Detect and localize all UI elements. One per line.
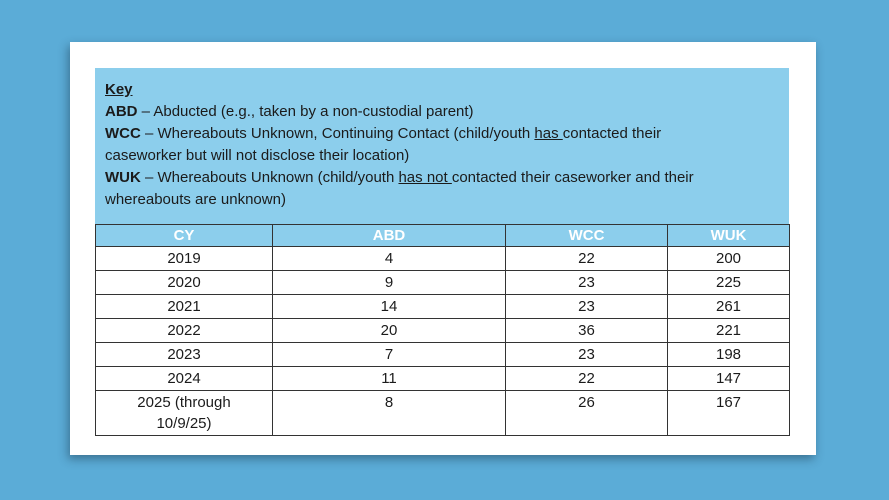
key-text: contacted their caseworker and their whe… bbox=[105, 169, 694, 208]
key-text: – Whereabouts Unknown, Continuing Contac… bbox=[140, 125, 535, 142]
table-cell: 22 bbox=[505, 246, 668, 271]
table-cell: 198 bbox=[667, 342, 790, 367]
table-cell: 14 bbox=[272, 294, 506, 319]
column-header-abd: ABD bbox=[272, 224, 506, 247]
table-row: 2021 14 23 261 bbox=[95, 294, 790, 319]
column-header-wuk: WUK bbox=[667, 224, 790, 247]
key-text: – Abducted (e.g., taken by a non-custodi… bbox=[137, 103, 474, 120]
data-table: CY ABD WCC WUK 2019 4 22 200 2020 9 23 225 2021 1… bbox=[95, 224, 790, 436]
key-entry-abd: ABD – Abducted (e.g., taken by a non-cus… bbox=[105, 101, 739, 123]
table-cell: 2021 bbox=[95, 294, 273, 319]
key-term-wcc: WCC bbox=[105, 125, 141, 142]
table-header-row: CY ABD WCC WUK bbox=[95, 224, 790, 247]
table-cell: 2019 bbox=[95, 246, 273, 271]
table-cell: 261 bbox=[667, 294, 790, 319]
table-cell: 221 bbox=[667, 318, 790, 343]
table-cell: 4 bbox=[272, 246, 506, 271]
key-entry-wcc: WCC – Whereabouts Unknown, Continuing Co… bbox=[105, 123, 739, 167]
key-text: contacted their caseworker but will not … bbox=[105, 125, 662, 164]
table-cell: 147 bbox=[667, 366, 790, 391]
table-row: 2022 20 36 221 bbox=[95, 318, 790, 343]
table-cell: 167 bbox=[667, 390, 790, 436]
key-underlined-text: has bbox=[534, 125, 563, 142]
table-cell: 8 bbox=[272, 390, 506, 436]
key-panel: Key ABD – Abducted (e.g., taken by a non… bbox=[95, 68, 789, 224]
table-cell: 2020 bbox=[95, 270, 273, 295]
key-text: – Whereabouts Unknown (child/youth bbox=[140, 169, 399, 186]
table-cell: 26 bbox=[505, 390, 668, 436]
table-cell: 23 bbox=[505, 342, 668, 367]
table-cell: 7 bbox=[272, 342, 506, 367]
table-cell: 23 bbox=[505, 270, 668, 295]
key-term-abd: ABD bbox=[105, 103, 138, 120]
table-cell: 9 bbox=[272, 270, 506, 295]
table-cell: 2022 bbox=[95, 318, 273, 343]
document-card: Key ABD – Abducted (e.g., taken by a non… bbox=[70, 42, 816, 455]
table-row: 2023 7 23 198 bbox=[95, 342, 790, 367]
key-underlined-text: has not bbox=[398, 169, 452, 186]
table-row: 2019 4 22 200 bbox=[95, 246, 790, 271]
table-cell: 225 bbox=[667, 270, 790, 295]
table-cell: 11 bbox=[272, 366, 506, 391]
column-header-cy: CY bbox=[95, 224, 273, 247]
table-body: 2019 4 22 200 2020 9 23 225 2021 14 23 261 2022 20 36 2… bbox=[95, 246, 790, 436]
table-cell: 2023 bbox=[95, 342, 273, 367]
document-content: Key ABD – Abducted (e.g., taken by a non… bbox=[95, 68, 790, 436]
table-cell: 2024 bbox=[95, 366, 273, 391]
key-term-wuk: WUK bbox=[105, 169, 141, 186]
table-cell: 2025 (through 10/9/25) bbox=[95, 390, 273, 436]
column-header-wcc: WCC bbox=[505, 224, 668, 247]
key-entry-wuk: WUK – Whereabouts Unknown (child/youth h… bbox=[105, 167, 739, 211]
table-cell: 20 bbox=[272, 318, 506, 343]
table-row: 2020 9 23 225 bbox=[95, 270, 790, 295]
table-cell: 22 bbox=[505, 366, 668, 391]
table-cell: 36 bbox=[505, 318, 668, 343]
table-cell: 200 bbox=[667, 246, 790, 271]
table-cell: 23 bbox=[505, 294, 668, 319]
table-row: 2025 (through 10/9/25) 8 26 167 bbox=[95, 390, 790, 436]
table-row: 2024 11 22 147 bbox=[95, 366, 790, 391]
key-title: Key bbox=[105, 81, 133, 98]
